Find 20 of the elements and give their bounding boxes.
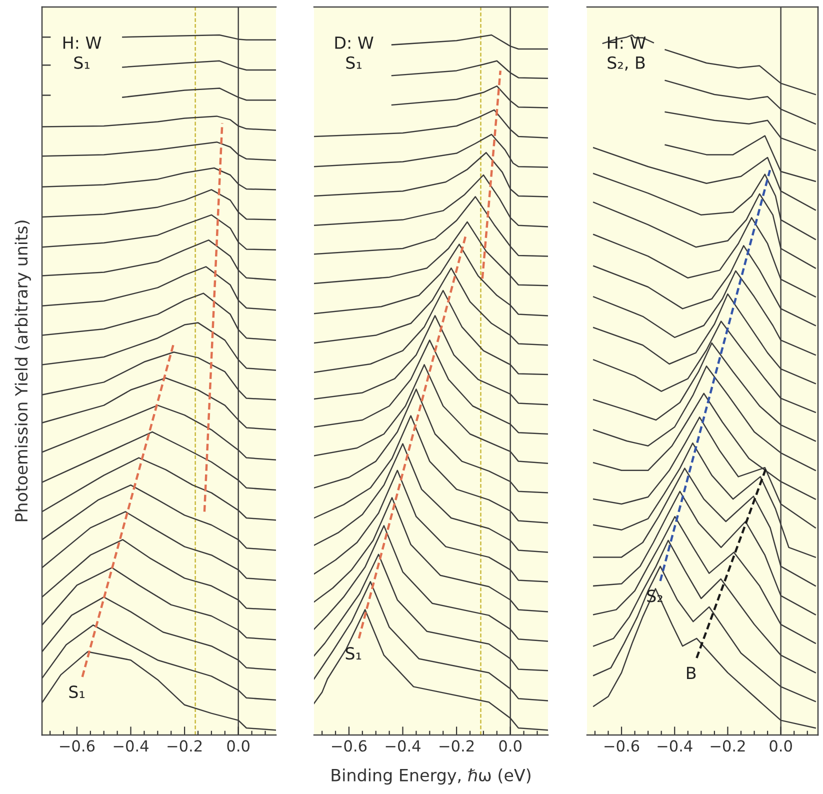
- x-tick-label: 0.0: [499, 740, 522, 752]
- x-tick-label: −0.6: [332, 740, 367, 752]
- x-tick-label: −0.2: [168, 740, 202, 752]
- x-tick-label: −0.6: [604, 740, 640, 752]
- annotation: D: W S₁: [335, 36, 374, 69]
- annotation: B: [687, 666, 696, 679]
- y-axis-title: Photoemission Yield (arbitrary units): [14, 220, 31, 522]
- x-tick-label: 0.0: [770, 740, 792, 752]
- x-tick-label: −0.4: [658, 740, 692, 752]
- x-tick-label: −0.6: [60, 740, 95, 752]
- x-axis-title: Binding Energy, ℏω (eV): [332, 768, 530, 785]
- annotation: H: W S₂, B: [608, 36, 646, 71]
- annotation: H: W S₁: [63, 36, 102, 69]
- annotation: S₁: [69, 686, 85, 698]
- x-tick-label: −0.4: [114, 740, 148, 752]
- annotation: S₁: [346, 647, 362, 660]
- x-tick-label: 0.0: [227, 740, 250, 752]
- x-tick-label: −0.4: [386, 740, 420, 752]
- x-tick-label: −0.2: [710, 740, 745, 752]
- x-tick-label: −0.2: [440, 740, 474, 752]
